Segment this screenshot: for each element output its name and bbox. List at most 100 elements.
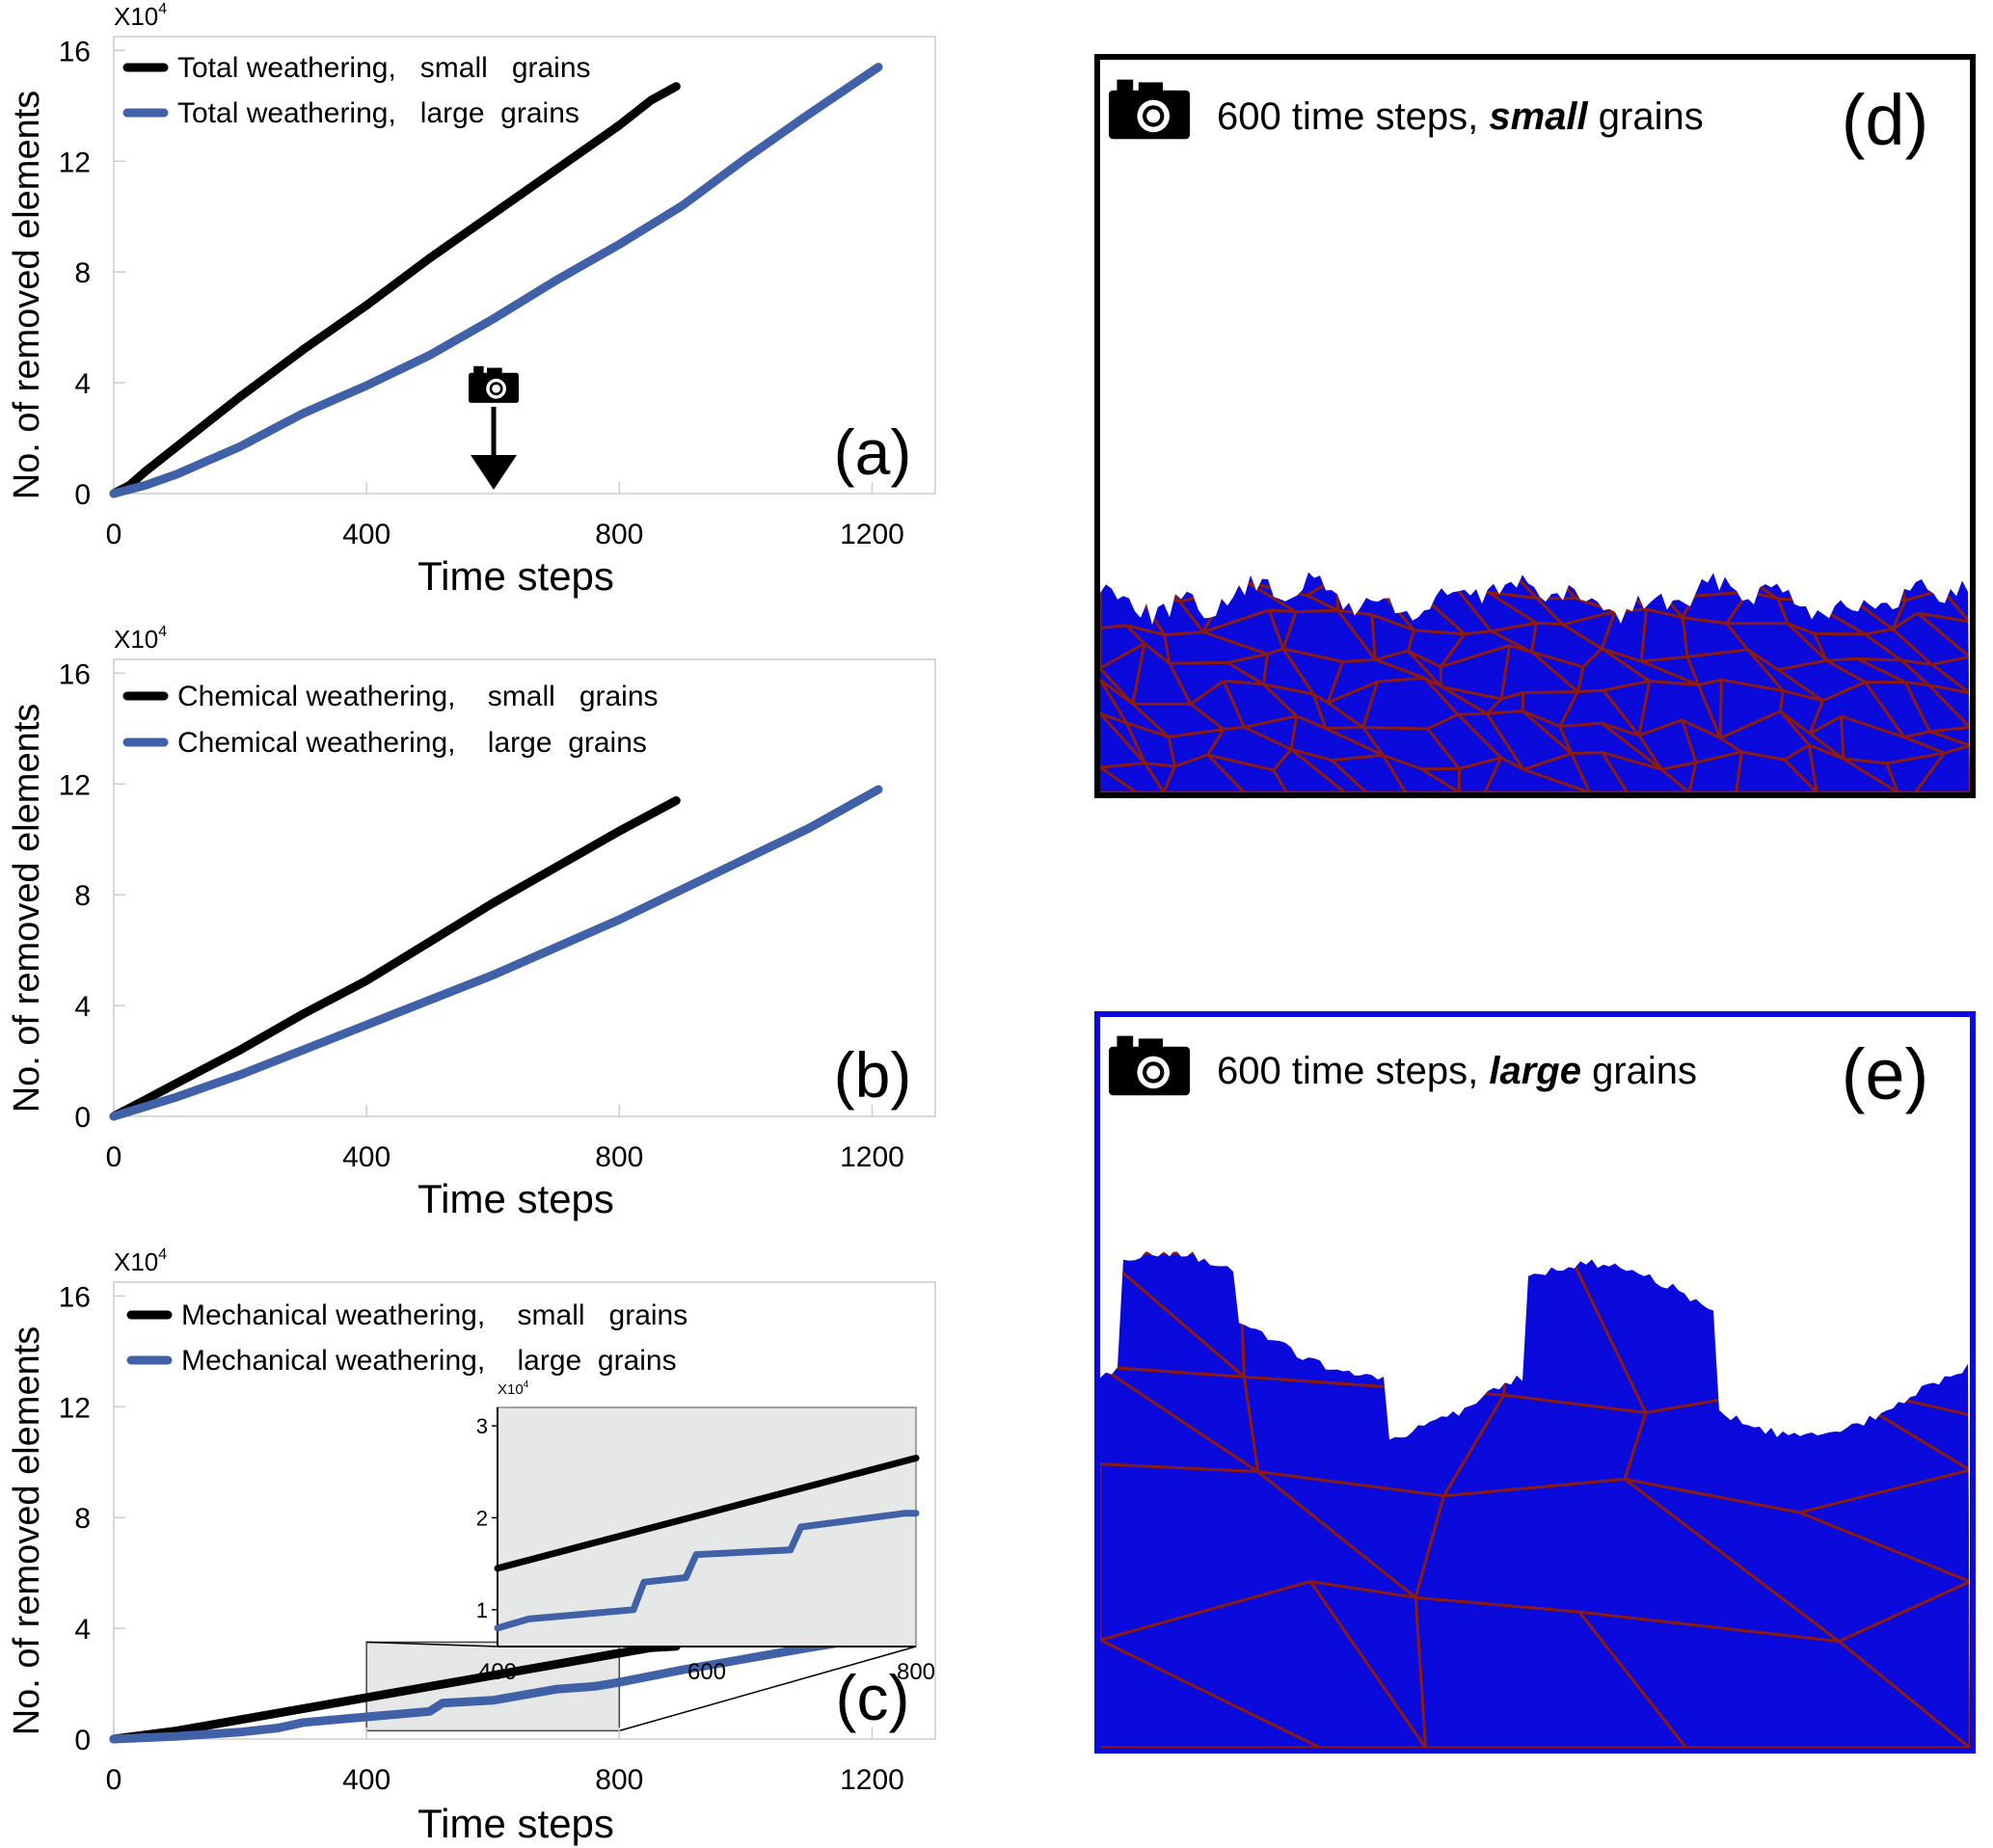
plot-frame [113,1281,936,1740]
legend: Total weathering, small grains Total wea… [122,52,591,129]
legend-entry: Total weathering, small grains [177,52,591,84]
y-multiplier: X104 [114,624,167,654]
series-line [109,785,883,1121]
legend-entry: Total weathering, large grains [177,97,579,129]
inset-series-line [494,1510,920,1632]
panel-d: 600 time steps, small grains (d) [1094,54,1976,798]
inset-chart: X104 400 600 800 1 2 3 [476,1379,935,1685]
panel-label: (e) [1842,1034,1928,1114]
series-line [109,1642,681,1744]
y-tick-label: 0 [74,1725,91,1756]
legend: Chemical weathering, small grains Chemic… [122,681,659,759]
inset-y-tick-label: 1 [476,1598,488,1622]
y-tick-label: 8 [74,257,91,289]
x-axis-label: Time steps [417,1801,614,1846]
y-tick-label: 0 [74,1102,91,1134]
zoom-connector [366,1641,498,1647]
y-tick-label: 4 [74,368,91,400]
inset-x-tick-label: 400 [478,1659,517,1685]
legend-entry: Mechanical weathering, large grains [181,1345,677,1377]
series-line [109,796,681,1121]
chart-c: X104 No. of removed elements Time steps … [7,1246,936,1846]
x-tick-label: 800 [595,519,643,550]
y-tick-label: 4 [74,991,91,1023]
series-lines [109,63,883,498]
x-ticks: 0 400 800 1200 [106,482,904,550]
caption: 600 time steps, large grains [1217,1050,1697,1092]
panel-label: (a) [834,416,912,488]
inset-frame [497,1406,917,1647]
y-tick-label: 16 [59,36,91,67]
legend-entry: Chemical weathering, small grains [177,681,659,712]
y-tick-label: 12 [59,1392,91,1424]
x-ticks: 0 400 800 1200 [106,1105,904,1173]
series-lines [109,785,883,1121]
chart-a: X104 No. of removed elements Time steps … [7,1,936,599]
y-tick-label: 16 [59,1281,91,1313]
y-tick-label: 0 [74,479,91,511]
panel-e-frame [1094,1011,1976,1754]
x-tick-label: 0 [106,1141,122,1173]
inset-y-tick-label: 2 [476,1506,488,1530]
zoom-connector [619,1646,917,1732]
y-tick-label: 16 [59,658,91,690]
inset-multiplier: X104 [498,1379,529,1398]
panel-label: (c) [836,1662,910,1733]
legend-entry: Mechanical weathering, small grains [181,1299,687,1331]
x-tick-label: 400 [342,1764,391,1796]
arrow-down-icon [471,455,517,490]
legend-entry: Chemical weathering, large grains [177,727,647,759]
series-line [109,1632,883,1744]
caption: 600 time steps, small grains [1217,95,1704,138]
y-tick-label: 12 [59,769,91,801]
panel-label: (b) [834,1039,912,1111]
y-ticks: 0 4 8 12 16 [59,36,125,511]
x-tick-label: 400 [342,1141,391,1173]
x-ticks: 0 400 800 1200 [106,1727,904,1796]
x-axis-label: Time steps [417,1176,614,1221]
microstructure-image-small [1100,572,1970,792]
legend: Mechanical weathering, small grains Mech… [126,1299,687,1377]
y-multiplier: X104 [114,1246,167,1276]
x-tick-label: 0 [106,1764,122,1796]
y-tick-label: 8 [74,1503,91,1535]
y-tick-label: 12 [59,147,91,178]
panel-d-frame [1094,54,1976,798]
camera-icon [469,365,519,403]
x-tick-label: 1200 [840,1764,904,1796]
chart-b: X104 No. of removed elements Time steps … [7,624,936,1221]
y-axis-label: No. of removed elements [7,1326,47,1736]
x-axis-label: Time steps [417,553,614,599]
grain-field [1100,572,1970,792]
inset-x-tick-label: 800 [897,1659,935,1685]
y-tick-label: 4 [74,1614,91,1646]
inset-x-tick-label: 600 [687,1659,726,1685]
camera-icon [1109,79,1190,140]
x-tick-label: 1200 [840,519,904,550]
camera-icon [1109,1035,1190,1096]
y-axis-label: No. of removed elements [7,704,47,1113]
grain-boundaries [1100,572,1970,792]
inset-y-tick-label: 3 [476,1414,488,1438]
microstructure-image-large [1100,1251,1970,1748]
y-tick-label: 8 [74,880,91,912]
y-ticks: 0 4 8 12 16 [59,658,125,1134]
plot-frame [113,658,936,1117]
series-lines [109,1632,883,1744]
x-tick-label: 1200 [840,1141,904,1173]
solid-phase [1100,1253,1970,1748]
y-multiplier: X104 [114,1,167,31]
x-tick-label: 800 [595,1764,643,1796]
x-tick-label: 0 [106,519,122,550]
panel-label: (d) [1842,80,1928,160]
camera-marker [469,365,519,490]
x-tick-label: 400 [342,519,391,550]
grain-field [1100,1251,1970,1748]
plot-frame [113,36,936,495]
x-tick-label: 800 [595,1141,643,1173]
panel-e: 600 time steps, large grains (e) [1094,1011,1976,1754]
y-axis-label: No. of removed elements [7,91,47,500]
inset-series-line [494,1455,920,1572]
y-ticks: 0 4 8 12 16 [59,1281,125,1756]
